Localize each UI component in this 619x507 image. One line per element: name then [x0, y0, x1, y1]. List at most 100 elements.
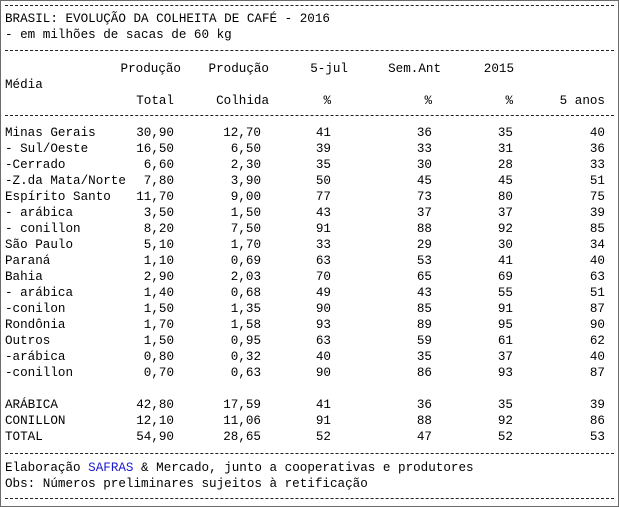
row-value: 0,70: [143, 366, 174, 380]
row-value: 89: [416, 318, 432, 332]
header-cell: Produção: [208, 62, 269, 76]
row-value: 33: [416, 142, 432, 156]
row-value: 33: [315, 238, 331, 252]
row-value: 87: [589, 302, 605, 316]
row-label: -Z.da Mata/Norte: [5, 174, 126, 188]
row-label: Bahia: [5, 270, 43, 284]
row-value: 5,10: [143, 238, 174, 252]
total-value: 41: [315, 398, 331, 412]
row-value: 45: [416, 174, 432, 188]
total-value: 52: [315, 430, 331, 444]
row-value: 2,30: [230, 158, 261, 172]
row-value: 1,35: [230, 302, 261, 316]
total-value: 11,06: [223, 414, 261, 428]
header-cell: Colhida: [216, 94, 269, 108]
row-value: 6,60: [143, 158, 174, 172]
row-value: 0,63: [230, 366, 261, 380]
row-value: 8,20: [143, 222, 174, 236]
row-value: 0,69: [230, 254, 261, 268]
total-value: 53: [589, 430, 605, 444]
row-value: 33: [589, 158, 605, 172]
row-value: 55: [497, 286, 513, 300]
row-value: 35: [497, 126, 513, 140]
row-value: 39: [315, 142, 331, 156]
row-value: 40: [589, 254, 605, 268]
header-cell: Sem.Ant: [388, 62, 441, 76]
total-value: 36: [416, 398, 432, 412]
row-value: 90: [315, 302, 331, 316]
row-value: 39: [589, 206, 605, 220]
total-value: 88: [416, 414, 432, 428]
header-cell: Produção: [120, 62, 181, 76]
row-value: 43: [315, 206, 331, 220]
total-value: 92: [497, 414, 513, 428]
row-value: 2,90: [143, 270, 174, 284]
total-value: 42,80: [136, 398, 174, 412]
row-value: 43: [416, 286, 432, 300]
row-value: 36: [416, 126, 432, 140]
row-value: 28: [497, 158, 513, 172]
row-label: Rondônia: [5, 318, 66, 332]
report-subtitle: - em milhões de sacas de 60 kg: [5, 28, 232, 42]
divider-top: [5, 5, 614, 6]
total-value: 12,10: [136, 414, 174, 428]
row-value: 0,68: [230, 286, 261, 300]
total-label: CONILLON: [5, 414, 66, 428]
footer-source: Elaboração SAFRAS & Mercado, junto a coo…: [5, 460, 474, 476]
row-label: -Cerrado: [5, 158, 66, 172]
row-value: 11,70: [136, 190, 174, 204]
row-value: 87: [589, 366, 605, 380]
row-label: - arábica: [5, 286, 74, 300]
row-value: 7,80: [143, 174, 174, 188]
row-value: 85: [589, 222, 605, 236]
row-value: 40: [315, 350, 331, 364]
row-value: 80: [497, 190, 513, 204]
row-value: 1,50: [143, 334, 174, 348]
row-value: 69: [497, 270, 513, 284]
row-value: 6,50: [230, 142, 261, 156]
row-label: -conilon: [5, 302, 66, 316]
header-cell: 5-jul: [310, 62, 348, 76]
row-value: 1,40: [143, 286, 174, 300]
header-cell: %: [505, 94, 513, 108]
row-value: 51: [589, 174, 605, 188]
row-value: 65: [416, 270, 432, 284]
row-value: 63: [589, 270, 605, 284]
row-label: - arábica: [5, 206, 74, 220]
row-value: 92: [497, 222, 513, 236]
row-value: 0,32: [230, 350, 261, 364]
row-value: 0,80: [143, 350, 174, 364]
total-label: TOTAL: [5, 430, 43, 444]
divider-header-bottom: [5, 115, 614, 116]
source-highlight: SAFRAS: [88, 461, 134, 475]
row-label: Outros: [5, 334, 51, 348]
row-value: 37: [497, 206, 513, 220]
source-prefix: Elaboração: [5, 461, 89, 475]
row-value: 45: [497, 174, 513, 188]
row-label: Paraná: [5, 254, 51, 268]
row-value: 1,50: [230, 206, 261, 220]
row-value: 30,90: [136, 126, 174, 140]
source-suffix: & Mercado, junto a cooperativas e produt…: [133, 461, 474, 475]
row-value: 37: [497, 350, 513, 364]
total-value: 17,59: [223, 398, 261, 412]
total-value: 35: [497, 398, 513, 412]
row-value: 75: [589, 190, 605, 204]
row-value: 93: [497, 366, 513, 380]
row-value: 62: [589, 334, 605, 348]
row-value: 30: [416, 158, 432, 172]
row-value: 2,03: [230, 270, 261, 284]
row-value: 1,10: [143, 254, 174, 268]
row-value: 88: [416, 222, 432, 236]
header-cell: 2015: [483, 62, 514, 76]
row-value: 40: [589, 350, 605, 364]
row-value: 59: [416, 334, 432, 348]
header-cell: Total: [136, 94, 174, 108]
row-label: Minas Gerais: [5, 126, 96, 140]
row-value: 73: [416, 190, 432, 204]
footer-note: Obs: Números preliminares sujeitos à ret…: [5, 477, 368, 491]
row-value: 7,50: [230, 222, 261, 236]
row-value: 41: [315, 126, 331, 140]
row-value: 95: [497, 318, 513, 332]
